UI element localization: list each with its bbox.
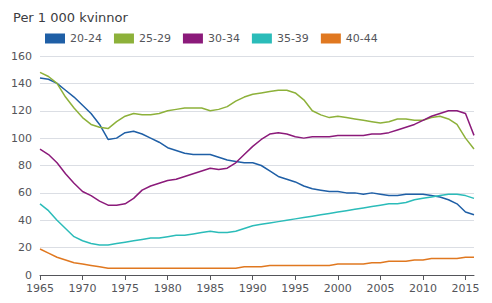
- svg-text:20-24: 20-24: [70, 32, 102, 45]
- svg-text:2005: 2005: [366, 282, 394, 295]
- svg-text:60: 60: [18, 186, 32, 199]
- svg-text:35-39: 35-39: [277, 32, 309, 45]
- svg-text:20: 20: [18, 241, 32, 254]
- svg-text:0: 0: [25, 269, 32, 282]
- svg-text:1975: 1975: [111, 282, 139, 295]
- svg-text:40-44: 40-44: [346, 32, 378, 45]
- svg-text:40: 40: [18, 214, 32, 227]
- svg-text:1980: 1980: [154, 282, 182, 295]
- svg-text:1990: 1990: [239, 282, 267, 295]
- svg-text:100: 100: [11, 132, 32, 145]
- svg-text:1970: 1970: [69, 282, 97, 295]
- svg-text:160: 160: [11, 50, 32, 63]
- svg-text:Per 1 000 kvinnor: Per 1 000 kvinnor: [13, 10, 128, 25]
- svg-text:140: 140: [11, 77, 32, 90]
- svg-text:30-34: 30-34: [208, 32, 240, 45]
- svg-text:1985: 1985: [196, 282, 224, 295]
- svg-text:1965: 1965: [26, 282, 54, 295]
- svg-text:120: 120: [11, 104, 32, 117]
- svg-text:2010: 2010: [409, 282, 437, 295]
- svg-text:80: 80: [18, 159, 32, 172]
- svg-text:2015: 2015: [451, 282, 479, 295]
- svg-text:1995: 1995: [281, 282, 309, 295]
- svg-text:2000: 2000: [324, 282, 352, 295]
- svg-text:25-29: 25-29: [139, 32, 171, 45]
